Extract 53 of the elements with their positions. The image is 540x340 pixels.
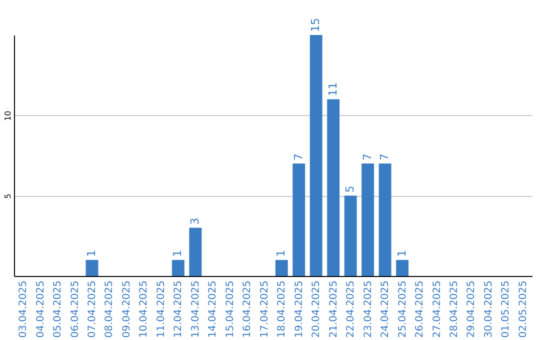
data-label: 15 [309, 18, 322, 32]
x-tick-label: 07.04.2025 [87, 280, 98, 338]
x-tick-label: 23.04.2025 [362, 280, 374, 338]
bar [86, 260, 98, 276]
data-label: 1 [85, 250, 98, 257]
x-tick-label: 21.04.2025 [328, 280, 340, 338]
bar [189, 228, 202, 276]
bar [327, 99, 340, 276]
x-tick-label: 28.04.2025 [449, 280, 460, 338]
x-tick-label: 27.04.2025 [432, 280, 443, 338]
x-tick-label: 12.04.2025 [173, 280, 184, 338]
y-tick-label: 10 [4, 110, 12, 121]
x-tick-label: 15.04.2025 [224, 280, 236, 338]
data-label: 1 [171, 250, 184, 257]
x-tick-label: 08.04.2025 [104, 280, 116, 338]
x-tick-label: 04.04.2025 [35, 280, 46, 338]
x-tick-label: 20.04.2025 [311, 280, 322, 338]
bar [396, 260, 409, 276]
data-label: 3 [188, 218, 202, 225]
x-tick-label: 29.04.2025 [466, 280, 478, 338]
bar [362, 164, 374, 276]
data-label: 5 [344, 186, 357, 193]
data-label: 7 [378, 154, 392, 161]
data-label: 7 [292, 154, 305, 161]
bar [378, 164, 392, 276]
data-label: 11 [326, 82, 340, 96]
bar [310, 35, 322, 276]
bar [275, 260, 288, 276]
x-tick-label: 11.04.2025 [156, 280, 167, 338]
x-tick-label: 06.04.2025 [70, 280, 81, 338]
x-tick-label: 16.04.2025 [242, 280, 254, 338]
x-tick-label: 09.04.2025 [121, 280, 132, 338]
x-tick-label: 17.04.2025 [259, 280, 270, 338]
x-tick-label: 19.04.2025 [294, 280, 305, 338]
x-tick-label: 24.04.2025 [380, 280, 392, 338]
x-tick-label: 10.04.2025 [138, 280, 150, 338]
bar [292, 164, 306, 276]
x-tick-label: 22.04.2025 [346, 280, 357, 338]
x-tick-label: 26.04.2025 [414, 280, 426, 338]
x-tick-label: 05.04.2025 [52, 280, 64, 338]
x-tick-label: 30.04.2025 [483, 280, 494, 338]
x-tick-label: 18.04.2025 [276, 280, 288, 338]
data-label: 1 [395, 250, 408, 257]
x-tick-label: 25.04.2025 [397, 280, 408, 338]
x-tick-label: 14.04.2025 [208, 280, 219, 338]
x-tick-label: 03.04.2025 [18, 280, 30, 338]
x-tick-label: 02.05.2025 [518, 280, 529, 338]
bar [172, 260, 184, 276]
data-label: 7 [360, 154, 374, 161]
x-tick-label: 01.05.2025 [500, 280, 512, 338]
bar [344, 196, 357, 276]
x-tick-label: 13.04.2025 [190, 280, 202, 338]
data-label: 1 [274, 250, 288, 257]
